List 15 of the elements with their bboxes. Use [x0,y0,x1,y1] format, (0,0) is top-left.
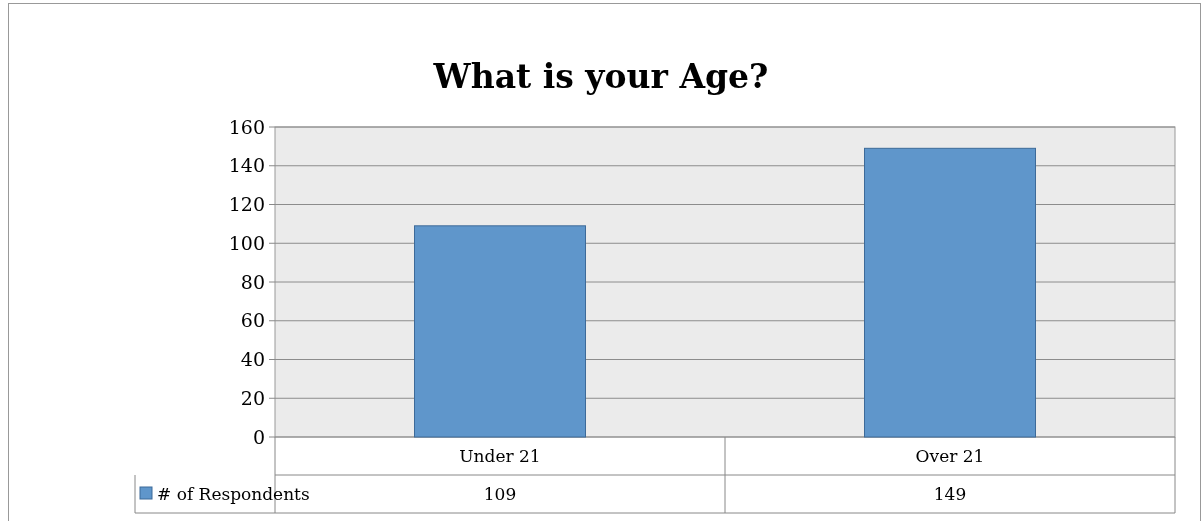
y-tick-label: 140 [228,154,265,177]
data-label: 109 [483,483,517,504]
y-tick-label: 60 [240,309,265,332]
legend-label: # of Respondents [157,483,310,504]
y-tick-label: 0 [252,425,265,448]
y-tick-label: 120 [228,193,265,216]
y-tick-label: 20 [240,386,265,409]
x-tick-label: Over 21 [915,445,985,466]
chart-title: What is your Age? [432,57,769,96]
y-tick-label: 40 [240,348,265,371]
x-tick-label: Under 21 [459,445,541,466]
y-tick-label: 160 [228,115,265,138]
y-tick-label: 100 [228,231,265,254]
y-tick-label: 80 [240,270,265,293]
data-label: 149 [933,483,967,504]
